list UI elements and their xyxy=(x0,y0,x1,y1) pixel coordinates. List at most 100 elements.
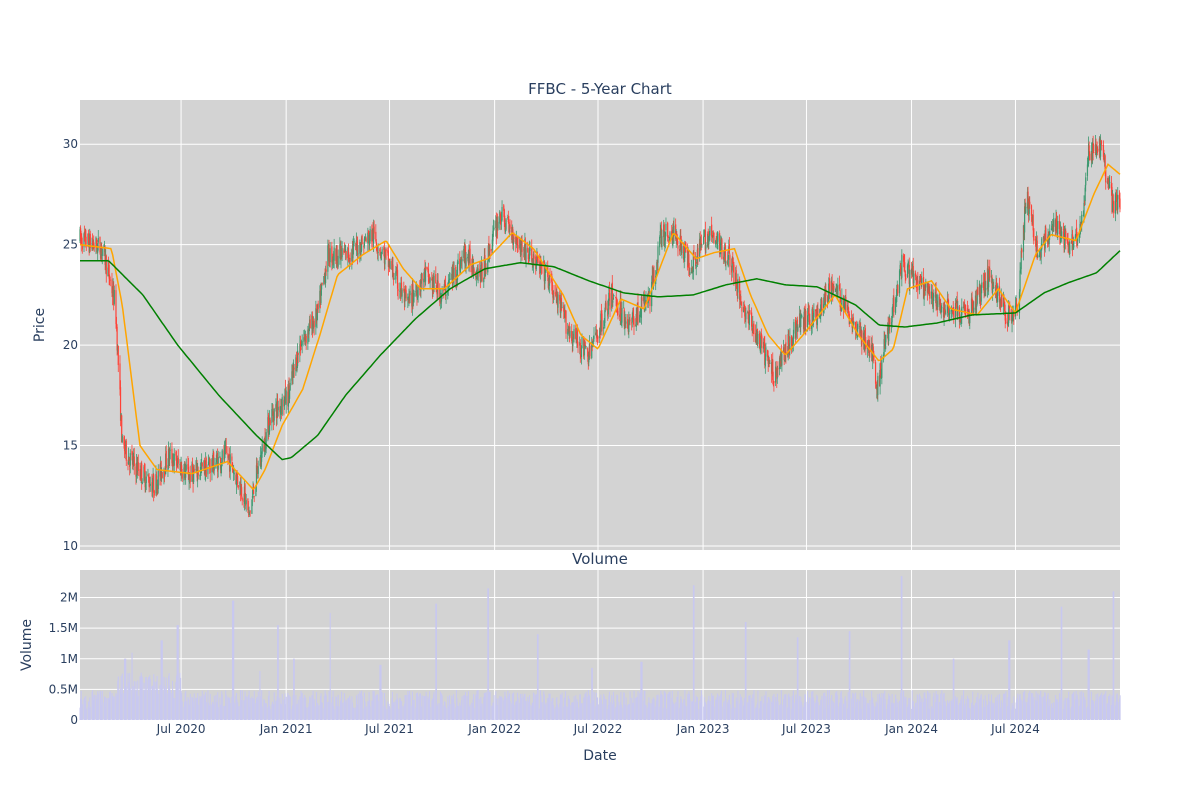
volume-bar xyxy=(843,703,845,720)
candle-up xyxy=(147,474,149,476)
volume-bar xyxy=(575,707,577,720)
candle-up xyxy=(1069,242,1071,254)
volume-bar xyxy=(389,706,391,720)
volume-bar xyxy=(277,625,279,720)
volume-bar xyxy=(167,693,169,720)
volume-bar xyxy=(105,698,107,720)
volume-bar xyxy=(1083,708,1085,720)
volume-bar xyxy=(729,704,731,720)
volume-bar xyxy=(725,698,727,720)
candle-down xyxy=(1119,198,1121,210)
volume-bar xyxy=(599,709,601,720)
candle-up xyxy=(1074,234,1077,238)
volume-bar xyxy=(911,690,913,720)
volume-bar xyxy=(701,694,703,720)
volume-bar xyxy=(939,701,941,720)
volume-bar xyxy=(759,708,761,720)
volume-bar xyxy=(480,707,483,720)
volume-bar xyxy=(132,698,134,720)
volume-bar xyxy=(1107,704,1109,720)
candle-down xyxy=(201,462,203,467)
volume-bar xyxy=(689,699,691,720)
volume-bar xyxy=(744,702,746,720)
candle-up xyxy=(377,251,379,254)
candle-down xyxy=(400,282,403,296)
volume-bar xyxy=(215,694,217,720)
candle-down xyxy=(1010,311,1013,322)
candle-down xyxy=(547,277,549,288)
candle-down xyxy=(147,476,150,478)
candle-down xyxy=(629,319,631,322)
candle-down xyxy=(611,282,613,305)
volume-bar xyxy=(443,705,445,720)
candle-down xyxy=(633,318,635,327)
volume-bar xyxy=(412,699,414,720)
volume-bar xyxy=(87,706,89,720)
volume-bar xyxy=(128,682,130,720)
candle-down xyxy=(739,279,741,300)
volume-bar xyxy=(567,706,569,720)
volume-bar xyxy=(745,622,747,720)
volume-bar xyxy=(919,693,921,720)
volume-bar xyxy=(687,696,689,720)
volume-bar xyxy=(180,677,182,720)
candle-up xyxy=(801,316,803,317)
volume-bar xyxy=(223,705,226,720)
volume-bar xyxy=(161,640,163,720)
volume-bar xyxy=(243,708,246,720)
volume-bar xyxy=(201,696,203,720)
volume-bar xyxy=(379,664,381,720)
candle-up xyxy=(303,333,306,335)
volume-bar xyxy=(709,701,711,720)
candle-up xyxy=(173,453,175,466)
volume-bar xyxy=(1033,696,1035,720)
volume-bar xyxy=(473,708,475,720)
volume-bar xyxy=(920,702,922,720)
volume-bar xyxy=(616,694,618,720)
candle-down xyxy=(838,284,841,290)
volume-bar xyxy=(747,702,749,720)
volume-bar xyxy=(632,703,635,720)
candle-up xyxy=(737,278,739,293)
candle-down xyxy=(481,263,483,282)
volume-bar xyxy=(413,699,415,720)
volume-bar xyxy=(257,691,259,720)
candle-up xyxy=(760,335,762,348)
volume-bar xyxy=(576,699,578,720)
candle-down xyxy=(297,352,299,355)
volume-bar xyxy=(1067,697,1069,720)
volume-bar xyxy=(999,707,1001,720)
volume-bar xyxy=(1058,693,1061,720)
volume-bar xyxy=(393,701,395,720)
volume-bar xyxy=(380,664,382,720)
volume-bar xyxy=(1002,694,1005,720)
volume-bar xyxy=(225,694,227,720)
candle-down xyxy=(735,270,737,286)
candle-down xyxy=(605,302,607,310)
volume-bar xyxy=(1066,698,1069,720)
volume-bar xyxy=(692,585,694,720)
volume-bar xyxy=(385,707,387,720)
volume-bar xyxy=(583,697,585,720)
candle-up xyxy=(715,240,717,245)
volume-bar xyxy=(352,707,354,720)
candle-down xyxy=(699,239,701,246)
volume-bar xyxy=(315,692,318,720)
volume-bar xyxy=(1073,691,1075,720)
volume-y-tick-label: 1M xyxy=(60,652,78,666)
volume-bar xyxy=(467,695,469,720)
volume-bar xyxy=(244,691,246,720)
volume-bar xyxy=(927,692,929,720)
volume-bar xyxy=(588,694,590,720)
candle-up xyxy=(477,268,479,281)
candle-up xyxy=(344,249,347,252)
volume-bar xyxy=(357,704,359,720)
volume-bar xyxy=(835,692,837,720)
candle-up xyxy=(352,244,355,247)
candle-up xyxy=(389,261,391,270)
volume-bar xyxy=(953,658,955,720)
volume-bar xyxy=(641,661,643,720)
candle-up xyxy=(129,453,131,466)
volume-bar xyxy=(84,701,86,720)
volume-bar xyxy=(680,698,682,720)
